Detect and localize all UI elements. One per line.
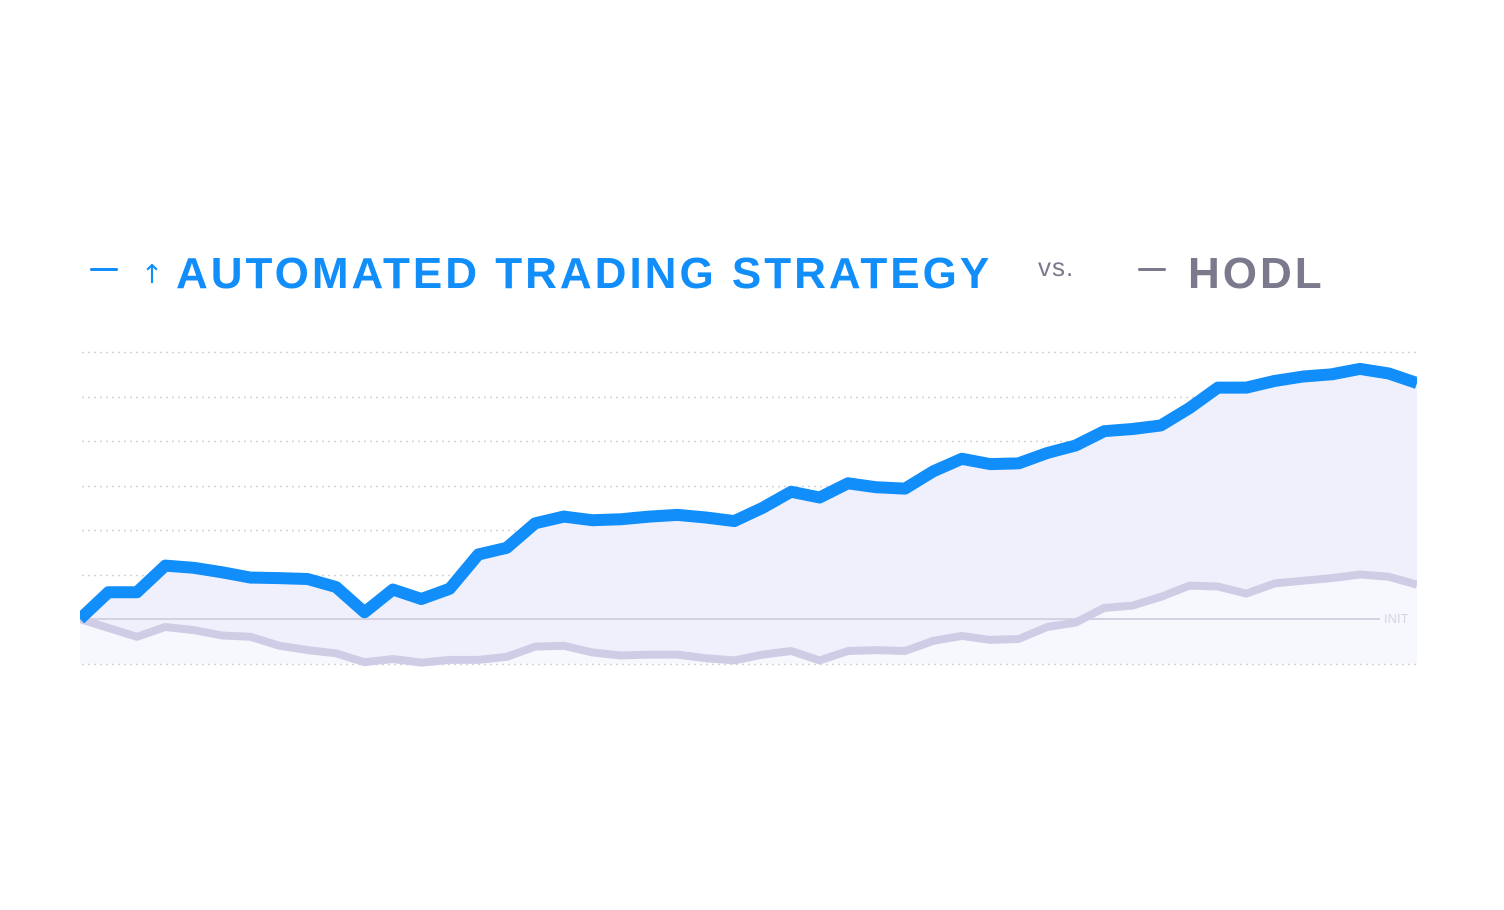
hodl-line <box>80 570 1417 667</box>
hodl-line-swatch <box>1138 268 1166 271</box>
arrow-up-icon: ↑ <box>141 260 163 290</box>
hodl-legend-label: HODL <box>1188 249 1325 298</box>
strategy-legend-label: AUTOMATED TRADING STRATEGY <box>176 249 993 298</box>
vs-label: vs. <box>1038 252 1075 282</box>
hodl-area-fill <box>80 574 1417 664</box>
strategy-line <box>80 362 1417 624</box>
init-baseline-label: INIT <box>1384 611 1409 626</box>
strategy-line-swatch <box>90 268 118 271</box>
chart-legend: ↑ AUTOMATED TRADING STRATEGY vs. HODL <box>0 244 1504 304</box>
